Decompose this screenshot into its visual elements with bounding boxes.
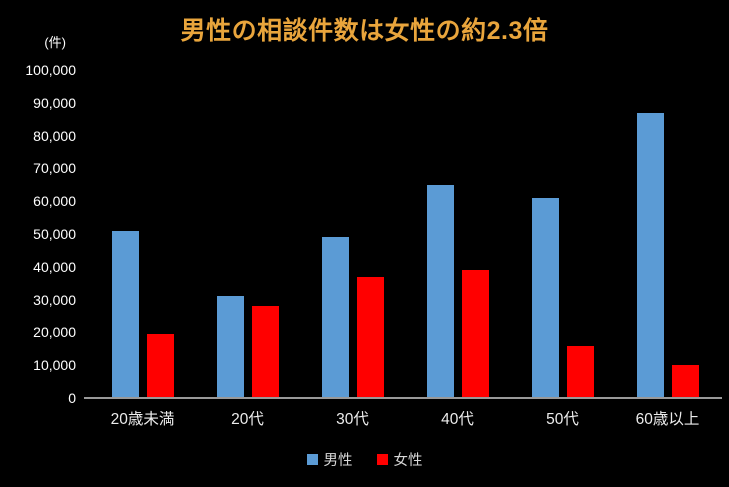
y-tick-label: 0 — [68, 390, 76, 406]
y-tick-label: 70,000 — [33, 160, 76, 177]
bar-female — [356, 277, 384, 398]
category-group — [510, 70, 615, 398]
y-tick-label: 10,000 — [33, 357, 76, 374]
y-tick-label: 20,000 — [33, 324, 76, 341]
legend-swatch-female — [376, 454, 388, 465]
x-category-label: 60歳以上 — [635, 411, 700, 428]
legend: 男性 女性 — [0, 449, 729, 470]
bar-female — [566, 346, 594, 398]
legend-item-male: 男性 — [306, 449, 353, 470]
y-tick-label: 60,000 — [33, 193, 76, 210]
x-category-label: 50代 — [546, 411, 579, 428]
legend-label-male: 男性 — [323, 453, 353, 469]
y-axis-unit-label: (件) — [44, 35, 66, 50]
y-tick-label: 30,000 — [33, 291, 76, 308]
x-category-label: 20代 — [231, 411, 264, 428]
legend-label-female: 女性 — [393, 453, 423, 469]
bar-female — [461, 270, 489, 398]
y-tick-label: 80,000 — [33, 127, 76, 144]
x-category-label: 30代 — [336, 411, 369, 428]
y-tick-label: 50,000 — [33, 226, 76, 242]
chart-title: 男性の相談件数は女性の約2.3倍 — [180, 17, 549, 45]
y-tick-label: 40,000 — [33, 258, 76, 275]
bar-male — [636, 113, 664, 398]
legend-item-female: 女性 — [376, 449, 423, 470]
bar-female — [146, 334, 174, 398]
y-tick-label: 100,000 — [25, 62, 76, 78]
plot-area — [90, 70, 720, 398]
y-tick-label: 90,000 — [33, 94, 76, 111]
bar-male — [216, 296, 244, 398]
legend-swatch-male — [306, 454, 318, 465]
category-group — [90, 70, 195, 398]
x-category-label: 20歳未満 — [110, 411, 175, 428]
bar-male — [426, 185, 454, 398]
bar-male — [111, 231, 139, 398]
x-axis-line — [84, 397, 722, 399]
bar-male — [531, 198, 559, 398]
category-group — [195, 70, 300, 398]
category-group — [300, 70, 405, 398]
x-category-label: 40代 — [441, 411, 474, 428]
category-group — [405, 70, 510, 398]
x-axis-category-labels: 20歳未満 20代 30代 40代 50代 60歳以上 — [90, 407, 720, 429]
bar-male — [321, 237, 349, 398]
bar-female — [671, 365, 699, 398]
bar-female — [251, 306, 279, 398]
category-group — [615, 70, 720, 398]
